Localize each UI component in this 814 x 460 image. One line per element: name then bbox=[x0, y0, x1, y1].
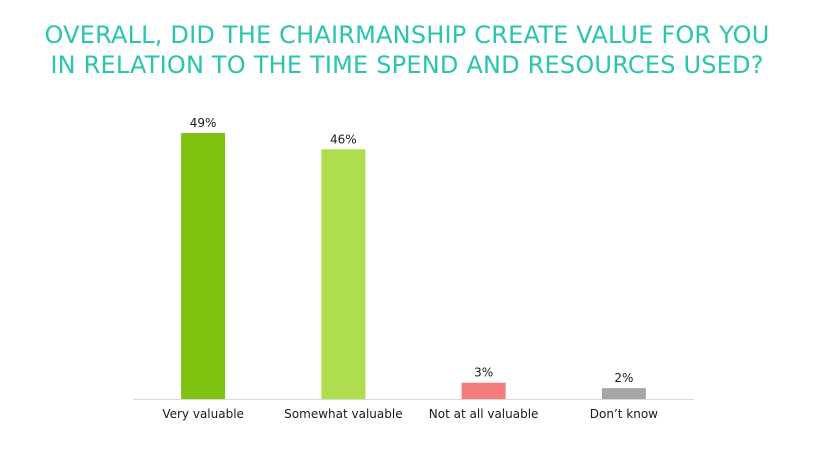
chart-title-line-1: OVERALL, DID THE CHAIRMANSHIP CREATE VAL… bbox=[44, 21, 770, 49]
category-label-1: Very valuable bbox=[162, 407, 244, 421]
bar-1 bbox=[181, 133, 226, 399]
category-label-4: Don’t know bbox=[590, 407, 658, 421]
bar-3 bbox=[461, 382, 506, 399]
category-label-2: Somewhat valuable bbox=[284, 407, 402, 421]
chart-title-line-2: IN RELATION TO THE TIME SPEND AND RESOUR… bbox=[50, 51, 764, 79]
data-label-2: 46% bbox=[330, 132, 357, 146]
data-label-3: 3% bbox=[474, 366, 493, 380]
bar-4 bbox=[601, 388, 646, 399]
data-label-1: 49% bbox=[190, 116, 217, 130]
chart-title: OVERALL, DID THE CHAIRMANSHIP CREATE VAL… bbox=[0, 20, 814, 80]
bar-2 bbox=[321, 149, 366, 399]
category-label-3: Not at all valuable bbox=[429, 407, 539, 421]
data-label-4: 2% bbox=[614, 371, 633, 385]
